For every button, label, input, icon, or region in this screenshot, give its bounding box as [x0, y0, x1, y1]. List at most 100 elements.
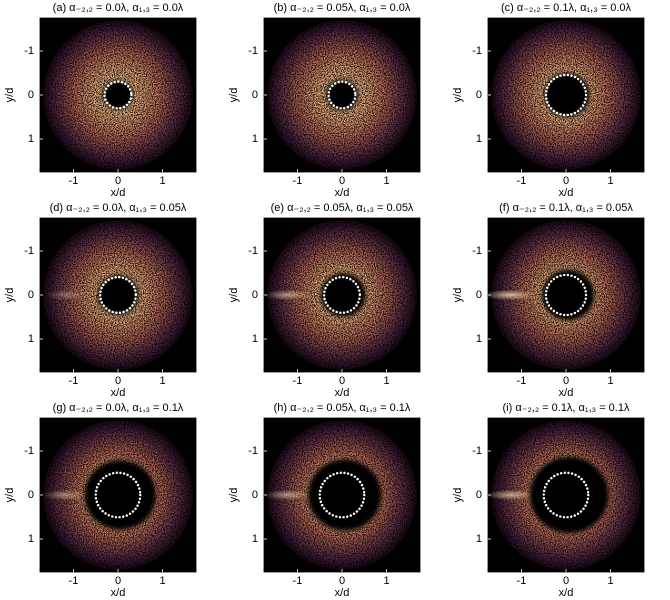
panel: (b) α₋₂,₂ = 0.05λ, α₁,₃ = 0.0λ -1 0 1 -1 0 1 x/…	[228, 2, 421, 199]
y-tick-label: 0	[28, 89, 34, 101]
panel: (f) α₋₂,₂ = 0.1λ, α₁,₃ = 0.05λ -1 0 1 -1 0 1 x/…	[452, 202, 645, 399]
y-tick-label: 0	[476, 289, 482, 301]
x-tick-label: 0	[563, 375, 569, 387]
x-tick-label: -1	[293, 575, 303, 587]
y-tick-label: 1	[28, 533, 34, 545]
y-tick-label: -1	[248, 245, 258, 257]
y-tick-label: 1	[476, 133, 482, 145]
panel: (d) α₋₂,₂ = 0.0λ, α₁,₃ = 0.05λ -1 0 1 -1 0 1 x/…	[4, 202, 197, 399]
y-axis-label: y/d	[228, 88, 240, 103]
y-axis-label: y/d	[452, 88, 464, 103]
y-tick-label: -1	[472, 245, 482, 257]
x-axis-label: x/d	[559, 387, 574, 399]
y-tick-label: 0	[252, 289, 258, 301]
y-tick-label: 1	[476, 533, 482, 545]
dotted-circle	[98, 275, 138, 315]
y-axis-label: y/d	[228, 288, 240, 303]
dark-core	[103, 80, 133, 110]
dotted-circle	[544, 273, 588, 317]
bright-streak	[485, 489, 536, 501]
y-tick-label: 1	[28, 333, 34, 345]
y-tick-label: -1	[24, 45, 34, 57]
x-tick-label: 0	[339, 375, 345, 387]
x-tick-label: 1	[608, 375, 614, 387]
bright-streak	[42, 489, 87, 501]
y-axis-label: y/d	[452, 488, 464, 503]
panel-title: (c) α₋₂,₂ = 0.1λ, α₁,₃ = 0.0λ	[501, 2, 632, 14]
dotted-circle	[542, 471, 590, 519]
y-tick-label: -1	[24, 245, 34, 257]
x-tick-label: 1	[160, 575, 166, 587]
y-tick-label: 1	[252, 533, 258, 545]
panel-title: (i) α₋₂,₂ = 0.1λ, α₁,₃ = 0.1λ	[503, 402, 630, 414]
y-tick-label: 0	[252, 489, 258, 501]
x-tick-label: 1	[384, 575, 390, 587]
panel-title: (g) α₋₂,₂ = 0.0λ, α₁,₃ = 0.1λ	[53, 402, 184, 414]
x-tick-label: 1	[384, 175, 390, 187]
y-tick-label: -1	[248, 45, 258, 57]
x-tick-label: 0	[563, 575, 569, 587]
panel-title: (f) α₋₂,₂ = 0.1λ, α₁,₃ = 0.05λ	[499, 202, 633, 214]
y-tick-label: -1	[472, 45, 482, 57]
x-tick-label: 1	[160, 375, 166, 387]
x-axis-label: x/d	[559, 587, 574, 599]
x-tick-label: 1	[384, 375, 390, 387]
dark-core	[326, 79, 358, 111]
x-axis-label: x/d	[335, 587, 350, 599]
dark-core	[308, 459, 382, 531]
panel-title: (b) α₋₂,₂ = 0.05λ, α₁,₃ = 0.0λ	[274, 2, 411, 14]
panel: (i) α₋₂,₂ = 0.1λ, α₁,₃ = 0.1λ -1 0 1 -1 0 1 x/d…	[452, 402, 645, 599]
x-tick-label: 0	[115, 575, 121, 587]
panel: (e) α₋₂,₂ = 0.05λ, α₁,₃ = 0.05λ -1 0 1 -1 0 1 x…	[228, 202, 421, 399]
panel-title: (d) α₋₂,₂ = 0.0λ, α₁,₃ = 0.05λ	[50, 202, 187, 214]
x-tick-label: 0	[339, 575, 345, 587]
panel: (h) α₋₂,₂ = 0.05λ, α₁,₃ = 0.1λ -1 0 1 -1 0 1 x/…	[228, 402, 421, 599]
dark-core	[529, 456, 609, 534]
y-tick-label: 0	[252, 89, 258, 101]
panel-title: (a) α₋₂,₂ = 0.0λ, α₁,₃ = 0.0λ	[53, 2, 184, 14]
y-axis-label: y/d	[4, 88, 16, 103]
bright-streak	[483, 289, 537, 301]
y-tick-label: 0	[476, 89, 482, 101]
x-tick-label: 1	[160, 175, 166, 187]
y-tick-label: -1	[24, 445, 34, 457]
dotted-circle	[94, 471, 142, 519]
x-tick-label: -1	[517, 375, 527, 387]
y-tick-label: 0	[28, 489, 34, 501]
dotted-circle	[103, 80, 133, 110]
dark-core	[544, 73, 590, 117]
y-tick-label: -1	[248, 445, 258, 457]
x-axis-label: x/d	[111, 187, 126, 199]
dotted-circle	[322, 275, 362, 315]
y-axis-label: y/d	[4, 488, 16, 503]
x-tick-label: -1	[517, 575, 527, 587]
dark-core	[97, 275, 139, 315]
bright-streak	[45, 289, 87, 301]
x-axis-label: x/d	[335, 387, 350, 399]
x-tick-label: -1	[517, 175, 527, 187]
y-axis-label: y/d	[4, 288, 16, 303]
panel: (c) α₋₂,₂ = 0.1λ, α₁,₃ = 0.0λ -1 0 1 -1 0 1 x/d…	[452, 2, 645, 199]
x-tick-label: 0	[339, 175, 345, 187]
dark-core	[321, 273, 366, 317]
y-tick-label: -1	[472, 445, 482, 457]
y-axis-label: y/d	[228, 488, 240, 503]
x-axis-label: x/d	[335, 187, 350, 199]
y-tick-label: 0	[28, 289, 34, 301]
x-tick-label: -1	[69, 375, 79, 387]
bright-streak	[264, 289, 312, 301]
x-tick-label: -1	[69, 575, 79, 587]
y-tick-label: 1	[28, 133, 34, 145]
x-tick-label: -1	[293, 375, 303, 387]
bright-streak	[264, 489, 312, 501]
x-tick-label: 1	[608, 575, 614, 587]
x-tick-label: 0	[115, 375, 121, 387]
x-axis-label: x/d	[111, 587, 126, 599]
panel-title: (h) α₋₂,₂ = 0.05λ, α₁,₃ = 0.1λ	[274, 402, 411, 414]
panel: (g) α₋₂,₂ = 0.0λ, α₁,₃ = 0.1λ -1 0 1 -1 0 1 x/d…	[4, 402, 197, 599]
x-tick-label: 0	[563, 175, 569, 187]
x-tick-label: -1	[69, 175, 79, 187]
y-tick-label: 0	[476, 489, 482, 501]
x-tick-label: -1	[293, 175, 303, 187]
